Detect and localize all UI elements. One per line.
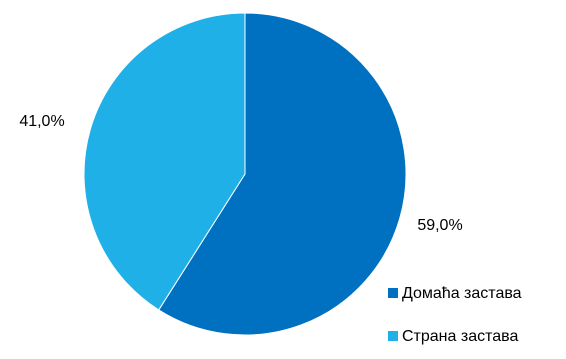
legend-swatch-1 xyxy=(388,288,398,298)
pie-slice-1 xyxy=(158,12,407,336)
legend-label-1: Домаћа застава xyxy=(402,285,522,302)
pie-slice-2 xyxy=(83,12,246,311)
legend-label-2: Страна застава xyxy=(402,328,518,345)
data-label-1: 59,0% xyxy=(417,217,462,234)
data-label-2: 41,0% xyxy=(19,113,64,130)
legend-swatch-2 xyxy=(388,331,398,341)
